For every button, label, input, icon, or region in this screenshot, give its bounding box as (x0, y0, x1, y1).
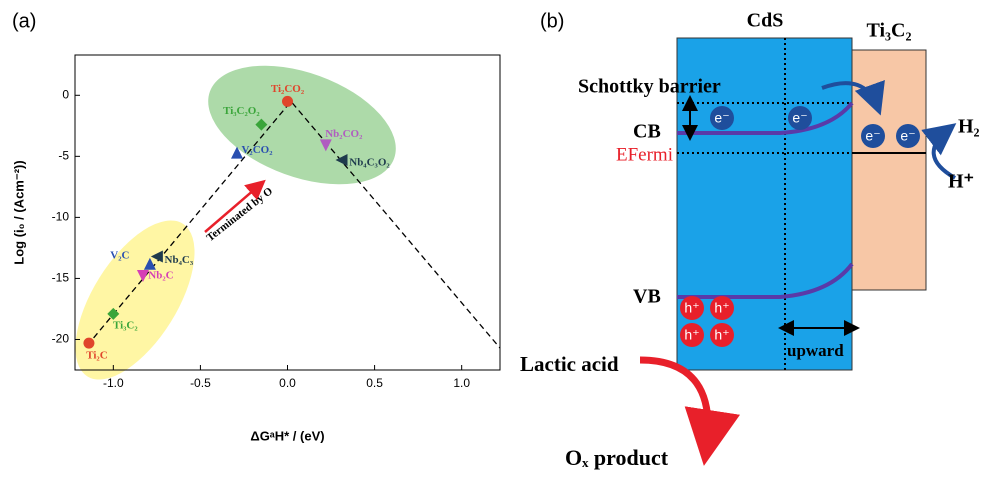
point-label: V₂C (110, 249, 129, 261)
x-axis-label: ΔGᵃH* / (eV) (250, 428, 324, 443)
point-label: Nb₂CO₂ (325, 128, 363, 140)
x-tick-label: 1.0 (453, 376, 470, 390)
point (150, 250, 163, 263)
x-tick-label: -0.5 (190, 376, 211, 390)
point-label: Nb₂C (148, 270, 173, 282)
electron-label: e⁻ (792, 110, 807, 126)
y-axis-label: Log (i₀ / (Acm⁻²)) (11, 160, 26, 264)
schottky-label: Schottky barrier (578, 76, 721, 98)
hole-label: h⁺ (714, 327, 729, 343)
point-label: Ti₂C (86, 350, 107, 362)
volcano-line (86, 100, 501, 349)
x-tick-label: 0.0 (279, 376, 296, 390)
cds-label: CdS (747, 10, 784, 32)
y-tick-label: -10 (52, 210, 70, 224)
hole-label: h⁺ (714, 300, 729, 316)
point (136, 269, 149, 282)
electron-label: e⁻ (900, 128, 915, 144)
hole (710, 323, 734, 347)
hole (680, 323, 704, 347)
point-label: Nb₄C₃ (165, 254, 194, 266)
ellipse (75, 220, 195, 380)
point (255, 118, 268, 131)
point (230, 146, 243, 159)
point-label: Ti₂CO₂ (271, 83, 305, 95)
point (319, 139, 332, 152)
panel-b: (b) CdS Ti₃C₂ Schottky barrier CB EFermi… (520, 10, 980, 470)
point (282, 95, 293, 107)
cb-label: CB (633, 121, 661, 143)
transfer-arrow (821, 79, 885, 116)
fermi-label: EFermi (616, 144, 673, 165)
ti3c2-label: Ti₃C₂ (867, 20, 912, 42)
product-label: Oₓ product (565, 445, 669, 470)
y-tick-label: 0 (62, 87, 69, 101)
point (335, 154, 348, 166)
y-tick-label: -20 (52, 332, 70, 346)
point (143, 257, 156, 270)
electron (861, 124, 885, 148)
y-tick-label: -5 (58, 149, 69, 163)
point (107, 307, 120, 320)
hole-label: h⁺ (684, 327, 699, 343)
cds-block (676, 37, 853, 371)
panel-a: (a) -1.0 -0.5 0.0 0.5 1.0 0 -5 -10 -15 -20 ΔGᵃH* /… (11, 10, 501, 443)
lactic-label: Lactic acid (520, 352, 619, 376)
electron (710, 106, 734, 130)
h2-label: H₂ (958, 116, 980, 138)
point-label: Nb₄C₃O₂ (349, 157, 390, 169)
ellipse (208, 65, 396, 185)
electron (788, 106, 812, 130)
hole (710, 296, 734, 320)
electron-label: e⁻ (714, 110, 729, 126)
electron (896, 124, 920, 148)
point (83, 337, 95, 349)
panel-label: (b) (540, 10, 564, 32)
hplus-label: H⁺ (948, 171, 974, 193)
annotation: Terminated by O (204, 185, 275, 244)
point-label: Ti₃C₂ (113, 319, 138, 331)
oxidation-arrow (639, 356, 740, 466)
cb-band (677, 101, 854, 135)
point-label: Ti₃C₂O₂ (223, 105, 260, 117)
h2-arrow (921, 123, 957, 180)
hole (680, 296, 704, 320)
x-tick-label: -1.0 (103, 376, 124, 390)
electron-label: e⁻ (865, 128, 880, 144)
vb-band (677, 262, 854, 299)
upward-label: upward (787, 341, 844, 360)
y-tick-label: -15 (52, 271, 70, 285)
hole-label: h⁺ (684, 300, 699, 316)
point-label: V₂CO₂ (241, 144, 273, 156)
vb-label: VB (633, 286, 661, 308)
x-tick-label: 0.5 (366, 376, 383, 390)
panel-label: (a) (12, 10, 36, 32)
annotation-arrow (204, 179, 266, 233)
